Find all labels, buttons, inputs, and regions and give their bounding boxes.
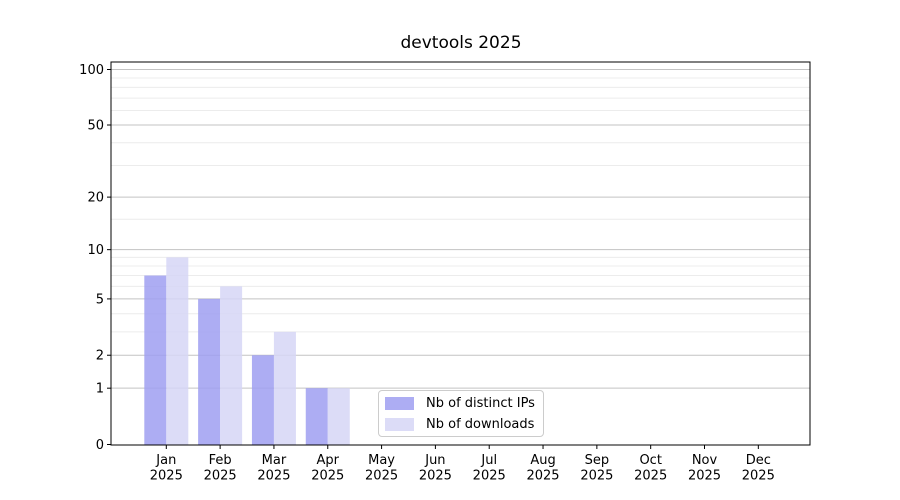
bar-apr-series1 bbox=[327, 388, 350, 445]
x-tick-label-year: 2025 bbox=[688, 469, 721, 484]
bar-jan-series1 bbox=[166, 257, 189, 445]
x-tick-label-month: Dec bbox=[746, 453, 771, 468]
x-tick-label-year: 2025 bbox=[257, 469, 290, 484]
legend-label-distinct-ips: Nb of distinct IPs bbox=[426, 395, 535, 411]
x-tick-label-month: Aug bbox=[530, 453, 555, 468]
bar-mar-series1 bbox=[273, 331, 296, 445]
x-tick-label-month: Jul bbox=[480, 453, 497, 468]
x-tick-label-year: 2025 bbox=[526, 469, 559, 484]
y-tick-label: 20 bbox=[87, 191, 104, 206]
x-tick-label-year: 2025 bbox=[473, 469, 506, 484]
x-tick-label-year: 2025 bbox=[204, 469, 237, 484]
x-tick-label-month: Oct bbox=[639, 453, 661, 468]
y-tick-label: 0 bbox=[96, 438, 104, 453]
bar-feb-series0 bbox=[198, 298, 221, 445]
bar-mar-series0 bbox=[251, 355, 274, 445]
x-tick-label-year: 2025 bbox=[419, 469, 452, 484]
x-tick-label-month: Feb bbox=[209, 453, 232, 468]
legend: Nb of distinct IPs Nb of downloads bbox=[378, 390, 544, 437]
y-tick-label: 5 bbox=[96, 292, 104, 307]
y-tick-label: 100 bbox=[79, 63, 104, 78]
x-tick-label-month: May bbox=[368, 453, 395, 468]
x-tick-label-month: Jan bbox=[155, 453, 176, 468]
x-tick-label-month: Apr bbox=[317, 453, 340, 468]
x-tick-label-year: 2025 bbox=[365, 469, 398, 484]
y-tick-label: 1 bbox=[96, 382, 104, 397]
legend-label-downloads: Nb of downloads bbox=[426, 416, 535, 432]
bar-apr-series0 bbox=[305, 388, 328, 445]
x-tick-label-month: Sep bbox=[585, 453, 610, 468]
chart-title: devtools 2025 bbox=[400, 33, 522, 53]
legend-item-distinct-ips: Nb of distinct IPs bbox=[385, 396, 537, 411]
x-tick-label-month: Nov bbox=[692, 453, 718, 468]
bar-jan-series0 bbox=[144, 275, 167, 445]
x-tick-label-month: Mar bbox=[262, 453, 287, 468]
y-tick-label: 2 bbox=[96, 349, 104, 364]
x-tick-label-year: 2025 bbox=[742, 469, 775, 484]
x-tick-label-year: 2025 bbox=[311, 469, 344, 484]
axes-frame bbox=[110, 61, 811, 446]
y-tick-label: 50 bbox=[87, 119, 104, 134]
y-tick-label: 10 bbox=[87, 243, 104, 258]
legend-item-downloads: Nb of downloads bbox=[385, 417, 537, 432]
legend-swatch-distinct-ips bbox=[385, 396, 414, 410]
x-tick-label-year: 2025 bbox=[634, 469, 667, 484]
legend-swatch-downloads bbox=[385, 417, 414, 431]
x-tick-label-month: Jun bbox=[424, 453, 445, 468]
bar-feb-series1 bbox=[220, 286, 243, 445]
x-tick-label-year: 2025 bbox=[580, 469, 613, 484]
x-tick-label-year: 2025 bbox=[150, 469, 183, 484]
